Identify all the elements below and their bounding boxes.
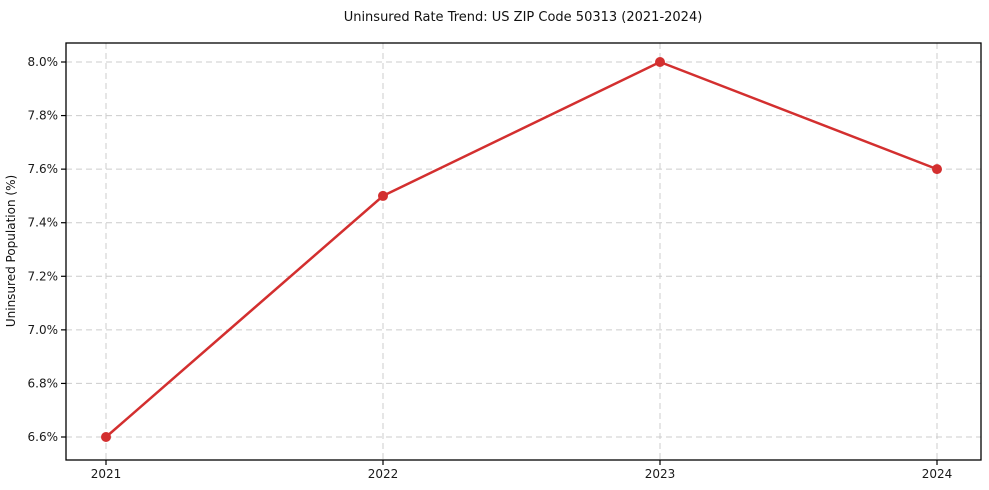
data-point-marker [655,57,665,67]
y-tick-label: 7.4% [28,216,59,230]
y-tick-label: 6.6% [28,430,59,444]
plot-frame [65,42,982,461]
y-tick-label: 7.2% [28,269,59,283]
x-tick-label: 2024 [922,467,953,481]
y-tick-label: 7.8% [28,109,59,123]
data-point-marker [378,190,388,201]
y-tick-label: 6.8% [28,376,59,390]
x-tick-label: 2022 [368,467,399,481]
y-tick-label: 7.0% [28,323,59,337]
y-tick-label: 7.6% [28,162,59,176]
plot-layer: 6.6% 6.8% 7.0% 7.2% 7.4% 7.6% 7.8% 8.0% 2021 2022… [28,42,982,481]
chart-title: Uninsured Rate Trend: US ZIP Code 50313 … [344,10,703,25]
data-point-marker [101,432,111,442]
data-point-marker [932,164,942,175]
x-tick-label: 2021 [91,467,122,481]
y-axis-label: Uninsured Population (%) [4,175,18,327]
data-line [104,60,939,439]
y-tick-label: 8.0% [28,55,59,69]
x-tick-label: 2023 [645,467,676,481]
